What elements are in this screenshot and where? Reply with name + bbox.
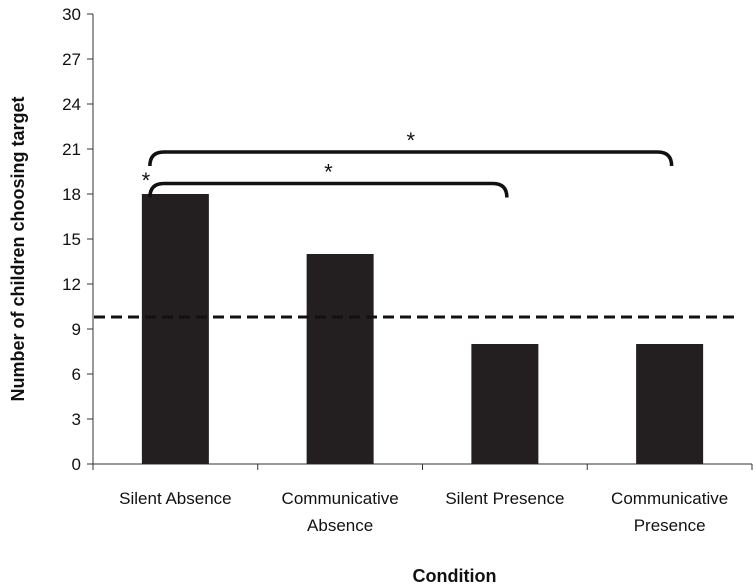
significance-bracket <box>148 181 509 198</box>
significance-star: * <box>142 168 151 193</box>
x-tick-label: Silent Absence <box>119 489 231 508</box>
x-axis: Silent Absence Communicative Absence Silent… <box>92 463 753 535</box>
bar <box>306 254 374 464</box>
bar <box>141 194 209 464</box>
significance-star: * <box>324 160 333 185</box>
y-tick-label: 6 <box>72 365 81 384</box>
x-axis-title: Condition <box>413 566 497 586</box>
y-tick-label: 3 <box>72 410 81 429</box>
bar <box>471 344 539 464</box>
y-tick-label: 18 <box>62 185 81 204</box>
x-tick-label: Silent Presence <box>445 489 564 508</box>
y-tick-label: 21 <box>62 140 81 159</box>
y-tick-label: 12 <box>62 275 81 294</box>
y-axis-title: Number of children choosing target <box>8 96 28 401</box>
significance-star: * <box>406 128 415 153</box>
bars <box>141 194 704 464</box>
y-tick-label: 27 <box>62 50 81 69</box>
y-tick-label: 0 <box>72 455 81 474</box>
x-tick-label: Communicative Presence <box>611 489 728 535</box>
bar <box>636 344 704 464</box>
y-axis: 0 3 6 9 12 15 18 21 24 27 30 <box>62 5 94 474</box>
y-tick-label: 24 <box>62 95 81 114</box>
significance-annotations: * * * <box>142 128 674 198</box>
y-tick-label: 15 <box>62 230 81 249</box>
y-tick-label: 30 <box>62 5 81 24</box>
x-tick-label: Communicative Absence <box>282 489 399 535</box>
significance-bracket <box>148 150 674 167</box>
y-tick-label: 9 <box>72 320 81 339</box>
